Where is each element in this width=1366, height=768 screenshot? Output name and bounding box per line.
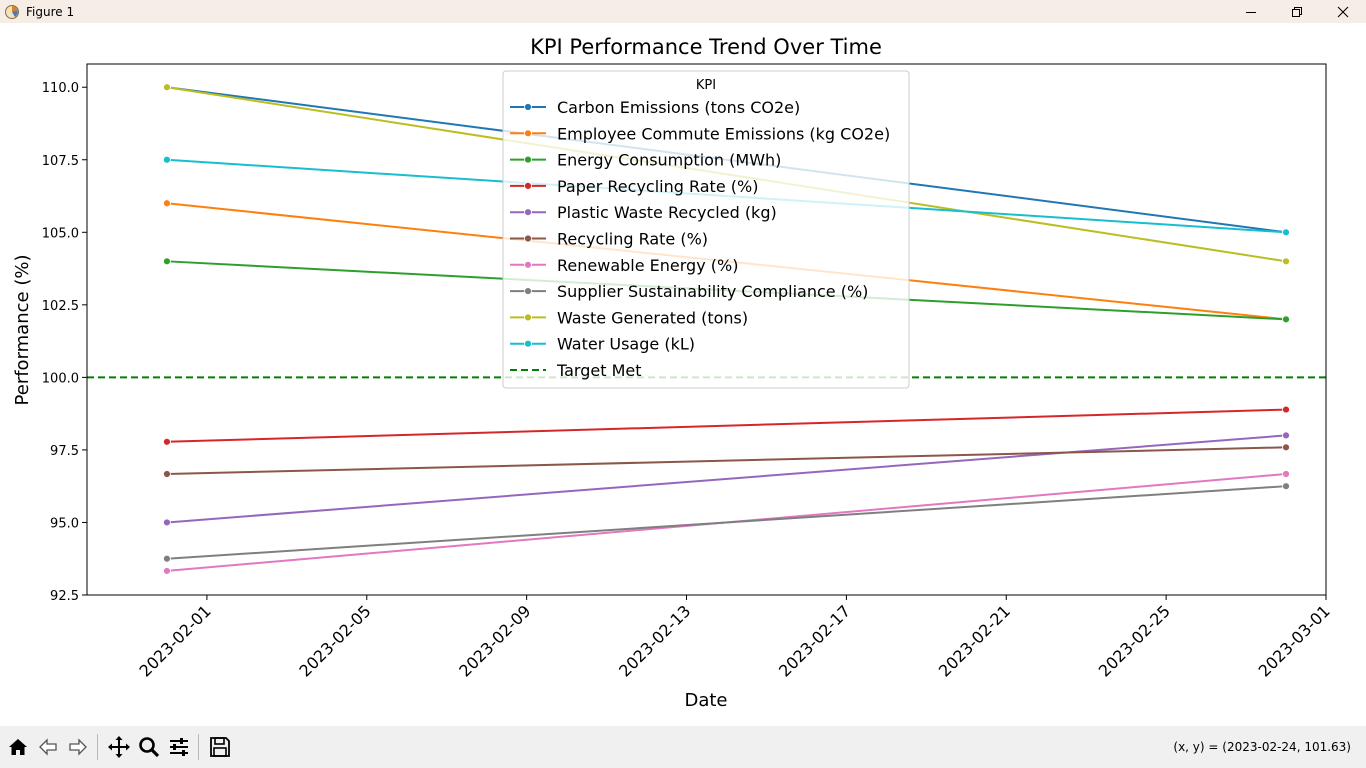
zoom-button[interactable] <box>135 733 163 761</box>
legend-entry-label: Renewable Energy (%) <box>557 256 738 275</box>
legend-entry-label: Recycling Rate (%) <box>557 230 708 249</box>
window-title: Figure 1 <box>26 4 75 19</box>
data-point <box>163 155 171 164</box>
data-point <box>163 518 171 527</box>
data-point <box>1282 443 1290 452</box>
legend-swatch-marker <box>524 339 532 348</box>
data-point <box>1282 228 1290 237</box>
save-icon <box>210 737 230 757</box>
data-point <box>163 83 171 92</box>
forward-button[interactable] <box>64 733 92 761</box>
legend-title: KPI <box>696 78 716 93</box>
legend-swatch-marker <box>524 260 532 269</box>
y-tick-label: 105.0 <box>42 226 79 241</box>
legend-entry-label: Carbon Emissions (tons CO2e) <box>557 98 800 117</box>
legend-swatch-marker <box>524 129 532 138</box>
legend-swatch-marker <box>524 313 532 322</box>
legend-box <box>502 70 910 389</box>
x-tick-label: 2023-02-13 <box>615 601 694 680</box>
minimize-button[interactable] <box>1228 0 1274 23</box>
toolbar-separator <box>97 734 98 760</box>
x-tick-label: 2023-02-09 <box>455 601 534 680</box>
data-point <box>1282 405 1290 414</box>
toolbar-separator <box>198 734 199 760</box>
legend-entry-label: Plastic Waste Recycled (kg) <box>557 203 777 222</box>
legend-swatch-marker <box>524 103 532 111</box>
y-tick-label: 95.0 <box>50 516 79 531</box>
legend-swatch-marker <box>524 287 532 296</box>
y-axis-label: Performance (%) <box>12 255 33 406</box>
x-tick-label: 2023-02-01 <box>136 601 215 680</box>
home-button[interactable] <box>4 733 32 761</box>
legend-entry-label: Energy Consumption (MWh) <box>557 151 781 170</box>
data-point <box>1282 431 1290 440</box>
series-line <box>166 485 1287 560</box>
legend-entry-label: Supplier Sustainability Compliance (%) <box>557 282 868 301</box>
data-point <box>163 257 171 266</box>
navigation-toolbar: (x, y) = (2023-02-24, 101.63) <box>0 726 1366 768</box>
back-button[interactable] <box>34 733 62 761</box>
minimize-icon <box>1246 11 1256 13</box>
matplotlib-app-icon <box>5 4 19 19</box>
legend-entry-label: Water Usage (kL) <box>557 335 695 354</box>
data-point <box>163 199 171 208</box>
y-tick-label: 97.5 <box>50 444 79 459</box>
data-point <box>1282 470 1290 478</box>
chart-title: KPI Performance Trend Over Time <box>530 35 882 59</box>
legend-swatch-marker <box>524 181 532 190</box>
close-icon <box>1337 6 1349 17</box>
kpi-line-chart: KPI Performance Trend Over Time 92.5 95.0… <box>12 35 1334 711</box>
x-tick-label: 2023-02-05 <box>295 601 374 680</box>
window-titlebar: Figure 1 <box>0 0 1366 23</box>
legend-swatch-marker <box>524 234 532 243</box>
cursor-coordinate-readout: (x, y) = (2023-02-24, 101.63) <box>1173 740 1351 754</box>
legend-swatch-marker <box>524 208 532 217</box>
y-tick-label: 92.5 <box>50 589 79 604</box>
data-point <box>1282 315 1290 324</box>
configure-subplots-icon <box>170 738 188 756</box>
series-line <box>166 408 1287 443</box>
x-tick-label: 2023-03-01 <box>1255 601 1334 680</box>
y-tick-label: 100.0 <box>42 371 79 386</box>
restore-icon <box>1292 6 1302 17</box>
data-point <box>163 437 171 446</box>
data-point <box>163 567 171 575</box>
zoom-icon <box>139 737 160 758</box>
legend-entry-label: Employee Commute Emissions (kg CO2e) <box>557 124 890 143</box>
back-icon <box>39 738 57 756</box>
y-tick-label: 102.5 <box>42 299 79 314</box>
x-tick-label: 2023-02-21 <box>935 601 1014 680</box>
legend-entry-label: Target Met <box>556 361 642 380</box>
legend-swatch-marker <box>524 155 532 164</box>
figure-canvas[interactable]: KPI Performance Trend Over Time 92.5 95.0… <box>0 23 1366 726</box>
configure-subplots-button[interactable] <box>165 733 193 761</box>
x-tick-label: 2023-02-25 <box>1095 601 1174 680</box>
window-controls <box>1228 0 1366 23</box>
x-axis-label: Date <box>684 690 727 711</box>
home-icon <box>9 739 27 755</box>
close-button[interactable] <box>1320 0 1366 23</box>
y-tick-label: 107.5 <box>42 154 79 169</box>
series-line <box>166 434 1287 524</box>
save-button[interactable] <box>206 733 234 761</box>
data-point <box>163 470 171 478</box>
legend-entry-label: Paper Recycling Rate (%) <box>557 177 758 196</box>
pan-button[interactable] <box>105 733 133 761</box>
y-tick-label: 110.0 <box>42 81 79 96</box>
maximize-button[interactable] <box>1274 0 1320 23</box>
forward-icon <box>69 738 87 756</box>
pan-icon <box>108 736 130 758</box>
plot-area-frame <box>86 63 1327 596</box>
legend-entry-label: Waste Generated (tons) <box>557 308 748 327</box>
x-tick-label: 2023-02-17 <box>775 601 854 680</box>
data-point <box>163 554 171 563</box>
series-line <box>166 446 1287 476</box>
data-point <box>1282 257 1290 266</box>
data-point <box>1282 482 1290 491</box>
